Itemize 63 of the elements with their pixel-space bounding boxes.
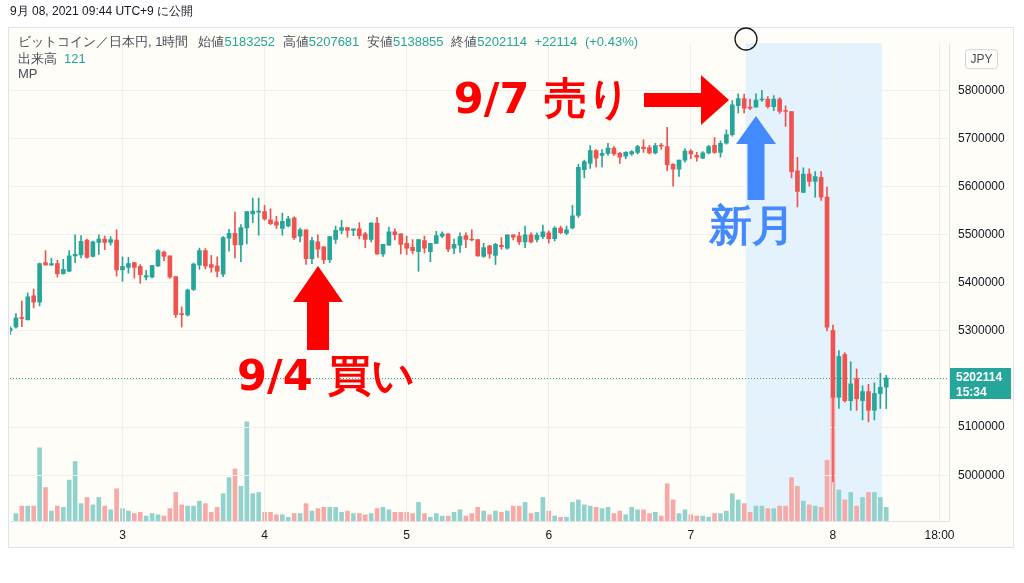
text: 15:34 xyxy=(956,385,988,400)
x-tick-label: 4 xyxy=(261,527,269,542)
bar xyxy=(108,509,113,521)
bar xyxy=(55,505,60,521)
text: 始値5183252 高値5207681 安値5138855 終値5202114 +22114 (+0.43%) xyxy=(198,34,639,49)
candlestick xyxy=(19,300,25,327)
y-axis-title: JPY xyxy=(970,52,993,67)
bar xyxy=(25,505,31,521)
bar xyxy=(866,492,871,521)
bar xyxy=(291,513,297,521)
bar xyxy=(653,511,658,521)
y-tick-label: 5500000 xyxy=(958,227,1006,242)
bar xyxy=(801,500,806,521)
bar xyxy=(771,508,777,521)
y-tick-label: 5700000 xyxy=(958,130,1006,145)
bar xyxy=(345,510,350,521)
ref-line-label: 5202114 xyxy=(956,370,1003,385)
x-tick-label: 3 xyxy=(119,527,127,542)
bar xyxy=(422,513,427,521)
candlestick xyxy=(599,149,605,168)
bar xyxy=(860,497,865,521)
bar xyxy=(481,510,486,521)
bar xyxy=(31,505,37,521)
x-tick-label: 8 xyxy=(829,527,837,542)
y-tick-label: 5300000 xyxy=(958,323,1006,338)
y-tick-label: 5400000 xyxy=(958,275,1006,290)
y-tick-label: 5800000 xyxy=(958,82,1006,97)
annotation: 9/7 売り xyxy=(453,73,632,124)
bar xyxy=(812,505,818,521)
bar xyxy=(43,487,48,521)
y-tick-label: 5100000 xyxy=(958,419,1006,434)
x-tick-label: 18:00 xyxy=(924,527,955,542)
annotation: 121 xyxy=(64,51,86,66)
bar xyxy=(487,514,492,521)
bar xyxy=(842,499,848,521)
bar xyxy=(499,511,504,521)
bar xyxy=(505,510,510,521)
bar xyxy=(558,516,563,521)
bar xyxy=(712,513,717,521)
y-tick-label: 5000000 xyxy=(958,467,1006,482)
bar xyxy=(416,502,421,521)
bar xyxy=(102,505,108,521)
y-tick-label: 5600000 xyxy=(958,178,1006,193)
x-tick-label: 7 xyxy=(687,527,695,542)
bar xyxy=(155,514,161,521)
bar xyxy=(37,447,42,521)
annotation: MP xyxy=(18,66,38,82)
chart-title: 出来高 xyxy=(18,51,57,66)
bar xyxy=(848,492,854,521)
bar xyxy=(351,513,356,521)
annotation: 新月 xyxy=(708,200,795,251)
bar xyxy=(806,504,812,521)
x-tick-label: 5 xyxy=(403,527,411,542)
annotation: 9/4 買い xyxy=(237,350,415,401)
x-tick-label: 6 xyxy=(545,527,553,542)
candlestick xyxy=(812,171,818,198)
bar xyxy=(493,510,498,521)
bar xyxy=(49,510,54,521)
bar xyxy=(854,505,859,521)
text: 9月 08, 2021 09:44 UTC+9 に公開 xyxy=(10,4,194,19)
chart-title: ビットコイン／日本円, 1時間 xyxy=(18,34,189,49)
bar xyxy=(114,488,119,521)
bar xyxy=(552,515,558,521)
